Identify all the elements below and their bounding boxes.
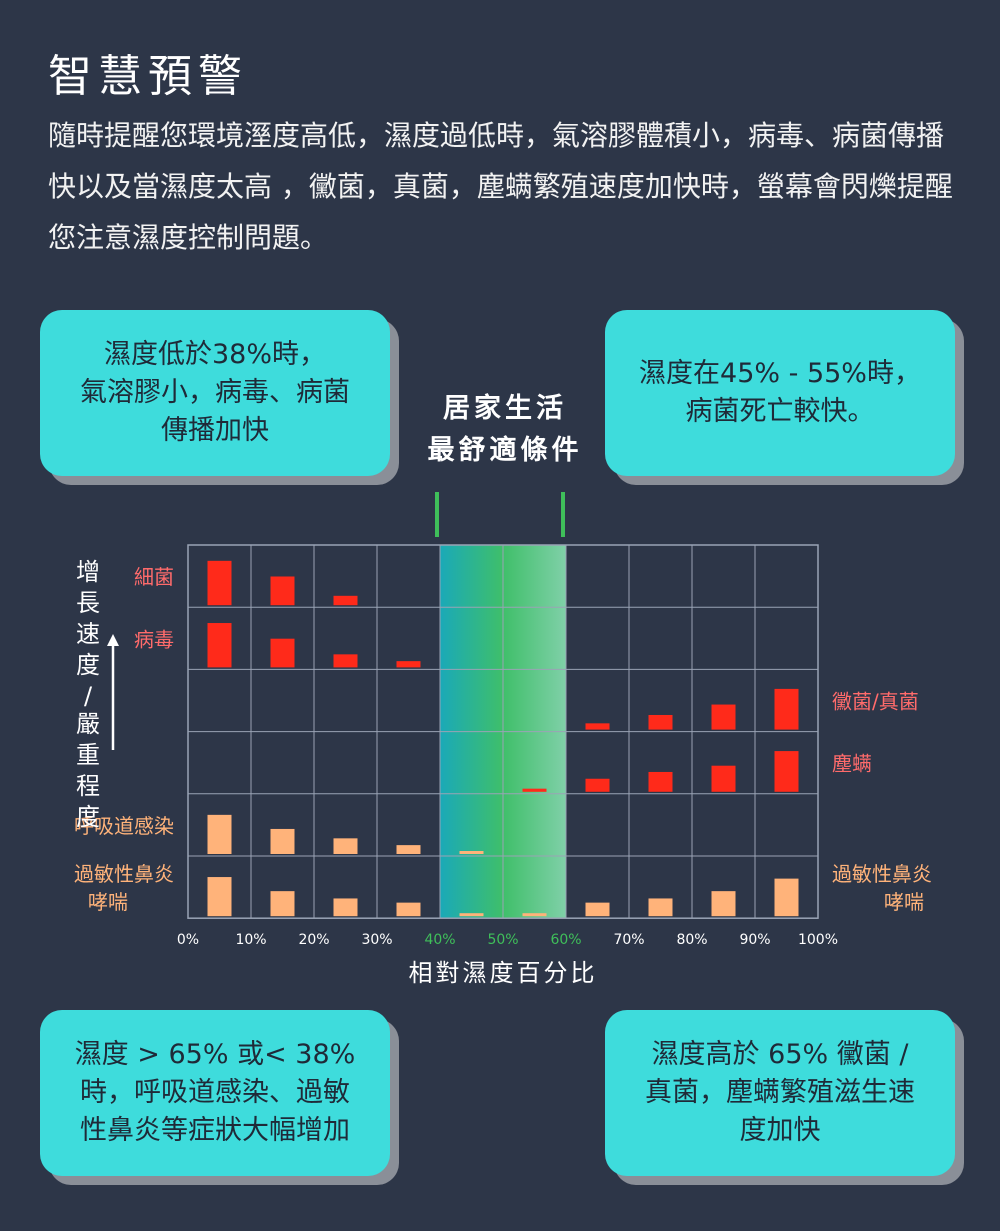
y-axis-label-char-4: / [84, 682, 93, 710]
callout-respiratory-risk: 濕度 > 65% 或< 38% 時，呼吸道感染、過敏 性鼻炎等症狀大幅增加 [40, 1010, 390, 1176]
callout-high-humidity: 濕度高於 65% 黴菌 / 真菌，塵螨繁殖滋生速 度加快 [605, 1010, 955, 1176]
bar-1-2 [333, 654, 358, 668]
bar-3-7 [648, 771, 673, 792]
callout-high-humidity-text: 濕度高於 65% 黴菌 / 真菌，塵螨繁殖滋生速 度加快 [645, 1039, 915, 1146]
bar-0-0 [207, 560, 232, 606]
series-label-1-left-0: 病毒 [134, 627, 174, 651]
intro-paragraph: 隨時提醒您環境溼度高低，濕度過低時，氣溶膠體積小，病毒、病菌傳播快以及當濕度太高… [48, 119, 953, 254]
callout-optimal-humidity-text: 濕度在45% - 55%時， 病菌死亡較快。 [639, 358, 921, 427]
x-tick-3: 30% [361, 932, 392, 948]
series-label-5-right-0: 過敏性鼻炎 [832, 862, 932, 886]
bar-5-8 [711, 891, 736, 917]
bar-5-1 [270, 891, 295, 917]
bar-0-1 [270, 576, 295, 606]
bar-4-3 [396, 845, 421, 854]
x-tick-4: 40% [424, 932, 455, 948]
series-label-2-right-0: 黴菌/真菌 [832, 690, 919, 714]
series-label-5-left-1: 哮喘 [88, 890, 128, 914]
series-label-5-right-1: 哮喘 [884, 890, 924, 914]
bar-3-6 [585, 778, 610, 792]
series-label-3-right-0: 塵螨 [832, 752, 872, 776]
y-axis-arrow-head [107, 634, 119, 646]
series-label-5-left-0: 過敏性鼻炎 [74, 862, 174, 886]
bar-2-7 [648, 714, 673, 730]
bar-5-9 [774, 878, 799, 917]
bar-1-3 [396, 661, 421, 668]
bar-2-6 [585, 723, 610, 730]
y-axis-label-char-5: 嚴 [76, 710, 100, 738]
bar-5-5 [522, 913, 547, 917]
callout-low-humidity: 濕度低於38%時， 氣溶膠小，病毒、病菌 傳播加快 [40, 310, 390, 476]
page-title: 智慧預警 [48, 51, 248, 102]
x-tick-1: 10% [235, 932, 266, 948]
series-label-0-left-0: 細菌 [134, 565, 174, 589]
bar-4-4 [459, 851, 484, 854]
x-tick-10: 100% [798, 932, 838, 948]
y-axis-label-char-3: 度 [76, 651, 100, 679]
y-axis-label-char-6: 重 [76, 741, 100, 769]
bar-5-3 [396, 902, 421, 917]
x-tick-8: 80% [676, 932, 707, 948]
x-tick-9: 90% [739, 932, 770, 948]
bar-5-0 [207, 877, 232, 917]
bar-5-2 [333, 898, 358, 917]
callout-low-humidity-text: 濕度低於38%時， 氣溶膠小，病毒、病菌 傳播加快 [80, 339, 350, 446]
bar-4-2 [333, 838, 358, 854]
y-axis-label-char-0: 增 [76, 558, 100, 586]
x-tick-6: 60% [550, 932, 581, 948]
callout-respiratory-risk-text: 濕度 > 65% 或< 38% 時，呼吸道感染、過敏 性鼻炎等症狀大幅增加 [74, 1039, 356, 1146]
x-tick-2: 20% [298, 932, 329, 948]
bar-5-7 [648, 898, 673, 917]
bar-3-8 [711, 765, 736, 792]
comfort-zone-label: 居家生活 最舒適條件 [427, 393, 583, 466]
bar-1-1 [270, 638, 295, 668]
bar-3-9 [774, 751, 799, 792]
x-tick-5: 50% [487, 932, 518, 948]
bar-3-5 [522, 788, 547, 792]
bar-2-9 [774, 688, 799, 730]
y-axis-label-char-8: 度 [76, 803, 100, 831]
bar-0-2 [333, 595, 358, 606]
x-tick-0: 0% [177, 932, 199, 948]
x-tick-7: 70% [613, 932, 644, 948]
bar-1-0 [207, 623, 232, 668]
bar-5-6 [585, 902, 610, 917]
series-label-4-left-0: 呼吸道感染 [74, 814, 174, 838]
y-axis-label-char-7: 程 [76, 772, 100, 800]
x-axis-label: 相對濕度百分比 [409, 959, 598, 987]
y-axis-label-char-2: 速 [76, 620, 100, 648]
callout-optimal-humidity: 濕度在45% - 55%時， 病菌死亡較快。 [605, 310, 955, 476]
bar-4-0 [207, 814, 232, 854]
bar-5-4 [459, 913, 484, 917]
bar-4-1 [270, 828, 295, 854]
bar-2-8 [711, 704, 736, 730]
y-axis-label-char-1: 長 [76, 589, 100, 617]
